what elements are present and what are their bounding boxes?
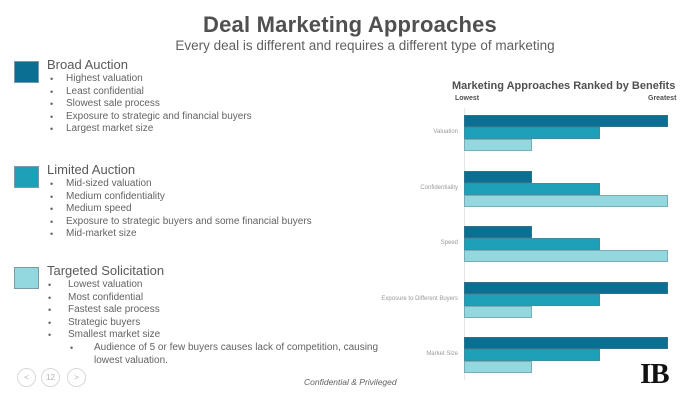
category-label: Market Size: [426, 351, 458, 357]
bar-targeted-solicitation: [464, 139, 532, 151]
next-slide-button[interactable]: >: [67, 368, 86, 387]
bullet-list: Mid-sized valuation Medium confidentiali…: [50, 178, 312, 241]
page-number: 12: [41, 368, 60, 387]
bullet-item: Strategic buyers: [48, 317, 378, 330]
sub-bullet-item: Audience of 5 or few buyers causes lack …: [48, 342, 378, 355]
bar-targeted-solicitation: [464, 306, 532, 318]
bullet-list: Highest valuation Least confidential Slo…: [50, 73, 252, 136]
bullet-item: Exposure to strategic and financial buye…: [50, 111, 252, 124]
bar-broad-auction: [464, 282, 668, 294]
bullet-item: Highest valuation: [50, 73, 252, 86]
section-title: Targeted Solicitation: [47, 263, 165, 278]
section-title: Limited Auction: [47, 162, 136, 177]
bar-broad-auction: [464, 171, 532, 183]
page-number-text: 12: [46, 373, 55, 382]
bullet-item: Slowest sale process: [50, 98, 252, 111]
bullet-item: Mid-market size: [50, 228, 312, 241]
targeted-solicitation-swatch: [14, 267, 39, 289]
chevron-right-icon: >: [74, 373, 79, 382]
bullet-list: Lowest valuation Most confidential Faste…: [48, 279, 378, 367]
bar-limited-auction: [464, 349, 600, 361]
bar-targeted-solicitation: [464, 195, 668, 207]
bullet-item: Medium speed: [50, 203, 312, 216]
sub-bullet-continuation: lowest valuation.: [94, 354, 168, 366]
bar-broad-auction: [464, 115, 668, 127]
bullet-item: Most confidential: [48, 292, 378, 305]
bullet-item: Mid-sized valuation: [50, 178, 312, 191]
chevron-left-icon: <: [24, 373, 29, 382]
category-label: Confidentiality: [420, 185, 458, 191]
axis-high-label: Greatest: [648, 95, 677, 102]
bullet-item: Lowest valuation: [48, 279, 378, 292]
section-title: Broad Auction: [47, 57, 128, 72]
broad-auction-swatch: [14, 61, 39, 83]
bar-limited-auction: [464, 127, 600, 139]
bar-broad-auction: [464, 337, 668, 349]
bullet-item: Least confidential: [50, 86, 252, 99]
category-label: Speed: [440, 240, 458, 246]
limited-auction-swatch: [14, 166, 39, 188]
bullet-item: Smallest market size: [48, 329, 378, 342]
slide-title: Deal Marketing Approaches: [203, 12, 497, 37]
axis-low-label: Lowest: [455, 95, 480, 102]
slide-subtitle: Every deal is different and requires a d…: [175, 38, 555, 53]
category-label: Exposure to Different Buyers: [381, 296, 458, 302]
ib-logo: IB: [640, 358, 670, 390]
bar-limited-auction: [464, 238, 600, 250]
prev-slide-button[interactable]: <: [17, 368, 36, 387]
bar-limited-auction: [464, 294, 600, 306]
bullet-item: Fastest sale process: [48, 304, 378, 317]
confidential-footer: Confidential & Privileged: [304, 377, 397, 387]
category-label: Valuation: [433, 129, 458, 135]
bar-limited-auction: [464, 183, 600, 195]
bullet-item: Medium confidentiality: [50, 191, 312, 204]
bar-targeted-solicitation: [464, 361, 532, 373]
bullet-item: Exposure to strategic buyers and some fi…: [50, 216, 312, 229]
bar-broad-auction: [464, 226, 532, 238]
bullet-item: Largest market size: [50, 123, 252, 136]
bar-targeted-solicitation: [464, 250, 668, 262]
chart-title: Marketing Approaches Ranked by Benefits: [452, 80, 676, 92]
